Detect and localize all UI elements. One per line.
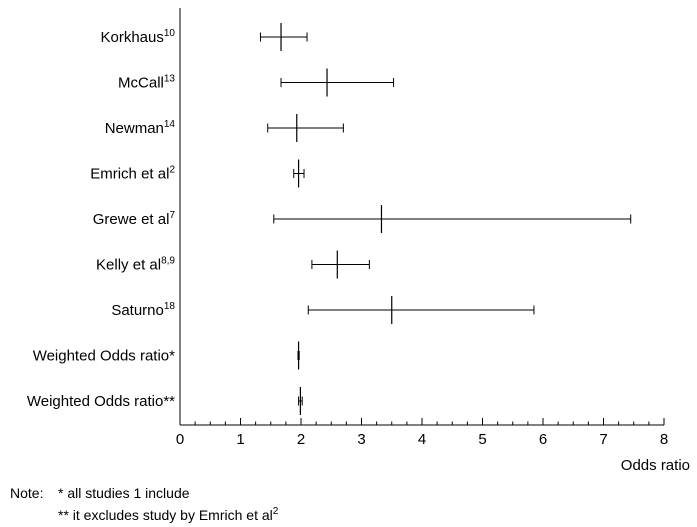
x-tick-label: 0 [176,431,184,448]
study-name: Grewe et al [93,211,170,228]
study-ref: 18 [164,301,176,312]
study-name: Saturno [111,302,164,319]
labels-layer: 0 1 2 3 4 5 6 7 8 Korkhaus10 McCall13 Newman14 Emric… [27,28,668,448]
study-name: Newman [105,120,164,137]
study-label: Korkhaus10 [101,28,176,46]
x-axis-title: Odds ratio [621,457,690,474]
x-tick-label: 5 [478,431,486,448]
study-label: Weighted Odds ratio** [27,393,175,410]
x-tick-label: 8 [660,431,668,448]
x-tick-label: 4 [418,431,426,448]
note-line-2: ** it excludes study by Emrich et al2 [58,506,279,523]
study-name: Kelly et al [96,257,161,274]
study-label: Weighted Odds ratio* [33,348,175,365]
study-ref: 7 [169,210,175,221]
study-ref: 14 [164,119,176,130]
marks-layer [259,23,632,415]
x-tick-label: 2 [297,431,305,448]
study-name: Weighted Odds ratio** [27,393,175,410]
study-label: McCall13 [118,74,175,92]
study-ref: 8,9 [161,256,175,267]
axes-layer [179,8,665,426]
study-label: Saturno18 [111,301,175,319]
study-name: Korkhaus [101,29,164,46]
study-label: Newman14 [105,119,176,137]
study-ref: 2 [169,165,175,176]
note-line-1: * all studies 1 include [58,485,190,501]
study-label: Emrich et al2 [90,165,175,183]
x-tick-label: 3 [357,431,365,448]
study-name: Emrich et al [90,166,169,183]
study-label: Grewe et al7 [93,210,176,228]
study-ref: 13 [164,74,176,85]
x-tick-label: 6 [539,431,547,448]
note-line-2-text: ** it excludes study by Emrich et al [58,507,273,523]
notes: Note: * all studies 1 include ** it excl… [10,485,279,523]
study-name: McCall [118,75,164,92]
note-line-2-sup: 2 [273,506,279,517]
note-prefix: Note: [10,485,43,501]
study-ref: 10 [164,28,176,39]
study-label: Kelly et al8,9 [96,256,175,274]
study-name: Weighted Odds ratio* [33,348,175,365]
x-tick-label: 7 [599,431,607,448]
x-tick-label: 1 [236,431,244,448]
